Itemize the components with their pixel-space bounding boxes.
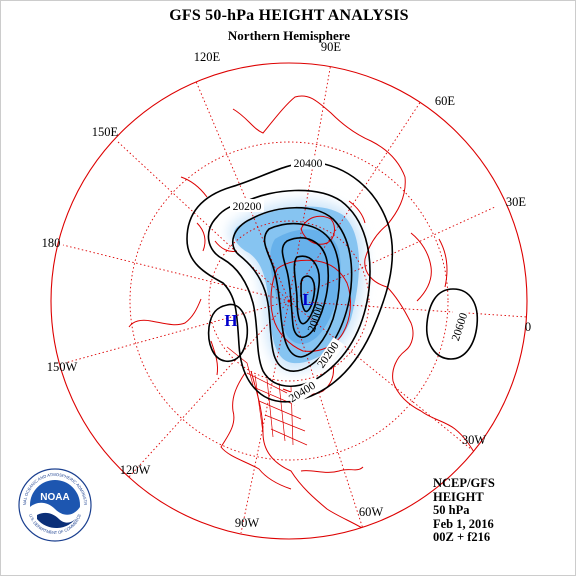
noaa-logo-text: NOAA [40,492,69,503]
info-date: Feb 1, 2016 [433,516,494,531]
lon-label-120w: 120W [120,463,151,477]
vortex-core [270,229,341,344]
hemisphere-boundary [50,62,528,540]
contour-20400 [186,161,394,403]
contour-19600 [281,237,330,339]
lon-label-120e: 120E [194,50,221,64]
info-field: HEIGHT [433,489,484,504]
longitude-labels: 90E 120E 60E 150E 30E 180 0 150W 30W 120… [42,40,532,530]
contour-label-20200-top: 20200 [233,201,262,213]
info-run: 00Z + f216 [433,530,491,544]
contour-19200 [300,275,316,313]
low-center-marker: L [302,290,313,309]
page-subtitle: Northern Hemisphere [227,28,351,43]
lon-label-0: 0 [525,320,531,334]
contour-20000 [231,206,353,372]
lon-label-60e: 60E [435,94,456,108]
contour-20200 [207,189,371,387]
info-level: 50 hPa [433,503,470,517]
lon-label-30e: 30E [506,195,527,209]
graticule [62,63,527,534]
lon-label-90w: 90W [235,516,260,530]
noaa-logo: NOAA NATIONAL OCEANIC AND ATMOSPHERIC AD… [17,467,92,542]
lon-label-60w: 60W [359,505,384,519]
contour-label-20400-top: 20400 [294,158,323,170]
lon-label-180: 180 [42,236,61,250]
run-info: NCEP/GFS HEIGHT 50 hPa Feb 1, 2016 00Z +… [433,476,573,545]
info-source: NCEP/GFS [433,476,495,490]
political-boundaries [226,346,308,446]
lon-label-150e: 150E [92,125,119,139]
height-contours [186,161,479,403]
contour-19400 [293,255,321,325]
contour-label-20400-bottom: 20400 [287,380,318,406]
lon-label-150w: 150W [47,360,78,374]
page-title: GFS 50-hPa HEIGHT ANALYSIS [169,7,409,24]
lon-label-30w: 30W [462,433,487,447]
contour-19800 [263,222,341,358]
high-center-marker: H [224,311,237,330]
lon-label-90e: 90E [321,40,342,54]
contour-20600-pacific [207,303,249,362]
contour-20600-east [426,288,479,360]
